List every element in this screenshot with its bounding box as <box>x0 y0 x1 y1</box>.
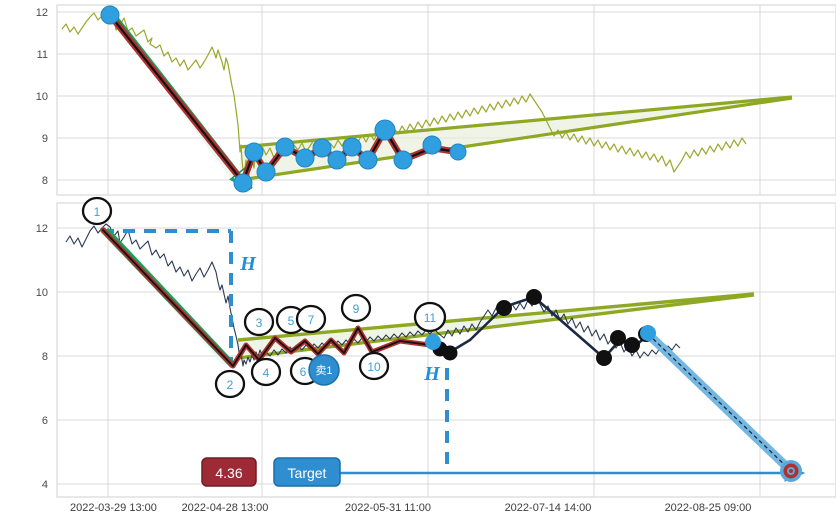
upper-price-line <box>61 11 747 179</box>
ytick-lower-4: 4 <box>42 479 48 491</box>
marker-11-label: 11 <box>424 311 437 325</box>
upper-blue-markers <box>100 5 467 193</box>
upper-marker-dot <box>358 150 378 170</box>
target-badge[interactable]: Target <box>273 457 341 487</box>
upper-marker-dot <box>374 119 396 141</box>
upper-marker-dot <box>295 148 315 168</box>
marker-2-label: 2 <box>227 378 234 392</box>
ytick-upper-12: 12 <box>36 7 48 19</box>
marker-7-label: 7 <box>308 313 315 327</box>
h-label-lower: H <box>423 363 441 385</box>
marker-9-label: 9 <box>353 302 360 316</box>
upper-marker-dot <box>100 5 120 25</box>
target-badge-label: Target <box>288 465 327 481</box>
h-label-upper: H <box>239 253 257 275</box>
upper-marker-dot <box>422 135 442 155</box>
lower-black-dot <box>496 300 512 316</box>
marker-1[interactable]: 1 <box>81 196 113 226</box>
upper-marker-dot <box>327 150 347 170</box>
marker-4-label: 4 <box>263 366 270 380</box>
ytick-upper-9: 9 <box>42 133 48 145</box>
xtick-3: 2022-07-14 14:00 <box>505 502 592 514</box>
marker-7[interactable]: 7 <box>295 304 327 334</box>
lower-blue-dot <box>425 334 441 350</box>
ytick-lower-12: 12 <box>36 223 48 235</box>
marker-sell-1-label: 卖1 <box>315 364 332 377</box>
marker-2[interactable]: 2 <box>214 369 246 399</box>
marker-10[interactable]: 10 <box>358 351 390 381</box>
marker-6-label: 6 <box>300 365 307 379</box>
ytick-lower-10: 10 <box>36 287 48 299</box>
ytick-lower-8: 8 <box>42 351 48 363</box>
lower-black-dot <box>442 345 458 361</box>
lower-black-dot <box>526 289 542 305</box>
forecast-arrow-dashed <box>647 333 791 471</box>
upper-marker-dot <box>393 150 413 170</box>
price-badge[interactable]: 4.36 <box>201 457 257 487</box>
marker-1-label: 1 <box>94 205 101 219</box>
upper-marker-dot <box>233 173 253 193</box>
upper-marker-dot <box>244 142 264 162</box>
upper-marker-dot <box>256 162 276 182</box>
target-bullseye-icon <box>780 460 802 482</box>
marker-3-label: 3 <box>256 316 263 330</box>
marker-9[interactable]: 9 <box>340 293 372 323</box>
lower-black-dot <box>624 337 640 353</box>
upper-marker-dot <box>449 143 467 161</box>
marker-4[interactable]: 4 <box>250 357 282 387</box>
ytick-upper-11: 11 <box>37 49 48 61</box>
marker-sell-1[interactable]: 卖1 <box>308 354 340 386</box>
ytick-lower-6: 6 <box>42 415 48 427</box>
price-badge-label: 4.36 <box>215 465 242 481</box>
lower-blue-dot <box>640 325 656 341</box>
ytick-upper-10: 10 <box>36 91 48 103</box>
xtick-4: 2022-08-25 09:00 <box>665 502 752 514</box>
xtick-0: 2022-03-29 13:00 <box>70 502 157 514</box>
upper-marker-dot <box>312 138 332 158</box>
marker-5-label: 5 <box>288 314 295 328</box>
upper-panel-grid <box>56 4 836 196</box>
marker-3[interactable]: 3 <box>243 307 275 337</box>
lower-black-dot <box>596 350 612 366</box>
upper-marker-dot <box>275 137 295 157</box>
upper-marker-dot <box>342 137 362 157</box>
xtick-1: 2022-04-28 13:00 <box>182 502 269 514</box>
lower-black-dot <box>610 330 626 346</box>
xtick-2: 2022-05-31 11:00 <box>345 502 431 514</box>
marker-10-label: 10 <box>367 360 381 374</box>
ytick-upper-8: 8 <box>42 175 48 187</box>
marker-11[interactable]: 11 <box>413 301 447 333</box>
lower-zigzag-core <box>102 229 431 367</box>
lower-olive-channel-upper <box>237 292 755 342</box>
olive-channel-upper <box>239 95 793 149</box>
